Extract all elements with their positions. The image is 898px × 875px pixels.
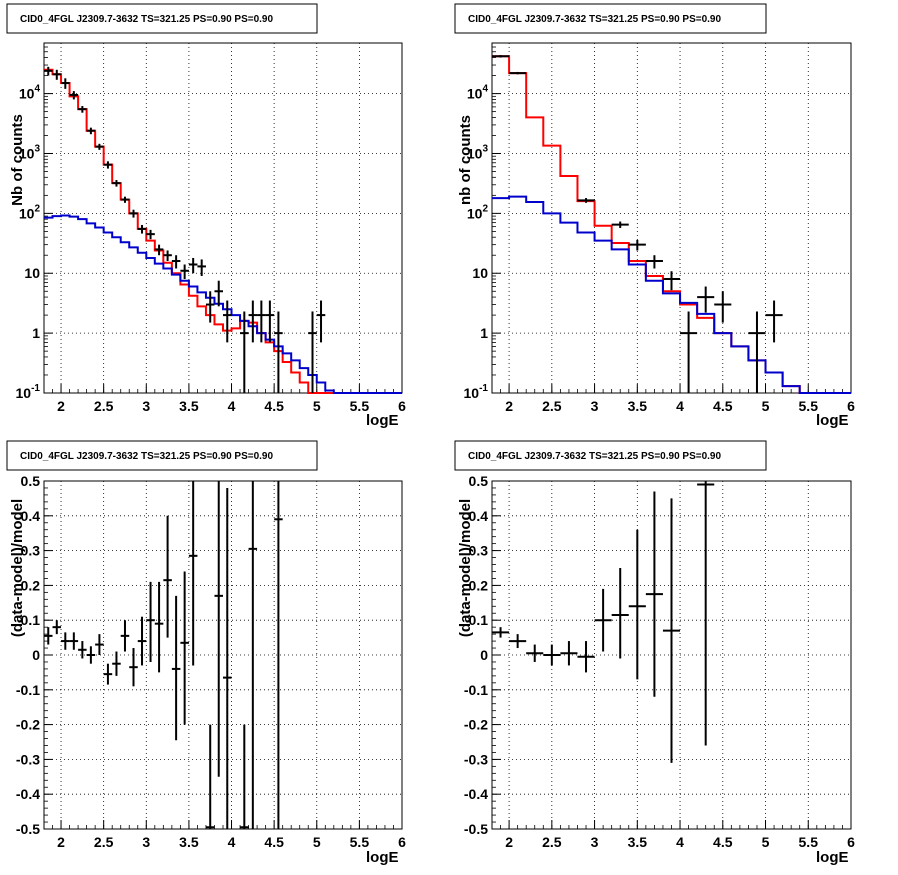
histogram-series-1 <box>492 195 851 394</box>
y-tick-label: -0.1 <box>16 682 40 698</box>
y-tick-label: -0.4 <box>16 786 40 802</box>
y-tick-label: 0.2 <box>469 577 489 593</box>
y-tick-label: 104 <box>467 84 489 102</box>
panel-title-top-right: CID0_4FGL J2309.7-3632 TS=321.25 PS=0.90… <box>468 14 721 25</box>
y-tick-label: 0.3 <box>469 543 489 559</box>
x-tick-label: 4 <box>676 398 684 414</box>
x-tick-label: 2.5 <box>94 398 114 414</box>
x-tick-label: 3.5 <box>179 398 199 414</box>
x-tick-label: 6 <box>847 398 855 414</box>
y-axis-label-top-left: Nb of counts <box>9 114 26 206</box>
x-tick-label: 5 <box>762 834 770 850</box>
histogram-series-1 <box>44 214 402 394</box>
y-tick-label: -0.4 <box>464 786 488 802</box>
y-tick-label: -0.2 <box>464 717 488 733</box>
y-tick-label: -0.5 <box>16 821 40 837</box>
y-tick-label: 0.2 <box>21 577 41 593</box>
y-axis-label-top-right: nb of counts <box>457 115 474 205</box>
x-tick-label: 2 <box>57 398 65 414</box>
y-axis-label-bottom-right: (data-model)/model <box>457 499 474 637</box>
y-axis-label-bottom-left: (data-model)/model <box>9 499 26 637</box>
x-tick-label: 5.5 <box>350 834 370 850</box>
y-tick-label: -0.2 <box>16 717 40 733</box>
x-tick-label: 3.5 <box>179 834 199 850</box>
x-tick-label: 4.5 <box>713 834 733 850</box>
x-axis-label-top-right: logE <box>816 412 849 429</box>
x-tick-label: 6 <box>847 834 855 850</box>
y-tick-label: 0.5 <box>469 473 489 489</box>
x-axis-label-bottom-right: logE <box>816 849 849 866</box>
x-tick-label: 3 <box>591 398 599 414</box>
y-tick-label: 1 <box>480 325 488 341</box>
x-tick-label: 4 <box>228 834 236 850</box>
x-tick-label: 4 <box>228 398 236 414</box>
panel-1: 2 2.5 3 3.5 4 4.5 5 5.5 6 10-1 1 10 102 103 104 <box>464 42 855 414</box>
x-tick-label: 5.5 <box>799 834 819 850</box>
panel-title-box-top-right: CID0_4FGL J2309.7-3632 TS=321.25 PS=0.90… <box>454 3 767 34</box>
panel-title-box-bottom-right: CID0_4FGL J2309.7-3632 TS=321.25 PS=0.90… <box>454 440 767 471</box>
y-tick-label: 10 <box>472 265 488 281</box>
x-tick-label: 4.5 <box>264 398 284 414</box>
y-tick-label: 10-1 <box>16 383 41 401</box>
panel-0: 2 2.5 3 3.5 4 4.5 5 5.5 6 10-1 1 10 102 103 104 <box>16 42 406 414</box>
plot-frame <box>43 42 403 394</box>
panel-3: 2 2.5 3 3.5 4 4.5 5 5.5 6 -0.5 -0.4 -0.3 -0.2 -0.1 0 0.… <box>464 473 855 850</box>
x-tick-label: 5.5 <box>350 398 370 414</box>
x-tick-label: 3 <box>142 834 150 850</box>
x-tick-label: 3 <box>142 398 150 414</box>
x-tick-label: 2 <box>505 834 513 850</box>
x-tick-label: 6 <box>398 834 406 850</box>
x-tick-label: 5 <box>313 398 321 414</box>
y-tick-label: 103 <box>19 143 41 161</box>
x-tick-label: 2.5 <box>94 834 114 850</box>
panel-title-bottom-right: CID0_4FGL J2309.7-3632 TS=321.25 PS=0.90… <box>468 451 721 462</box>
x-tick-label: 5 <box>762 398 770 414</box>
y-tick-label: 0 <box>480 647 488 663</box>
x-tick-label: 6 <box>398 398 406 414</box>
x-tick-label: 4 <box>676 834 684 850</box>
x-tick-label: 2.5 <box>542 398 562 414</box>
x-tick-label: 5.5 <box>799 398 819 414</box>
panel-2: 2 2.5 3 3.5 4 4.5 5 5.5 6 -0.5 -0.4 -0.3 -0.2 -0.1 0 0.… <box>16 473 406 850</box>
x-tick-label: 4.5 <box>713 398 733 414</box>
y-tick-label: -0.3 <box>16 751 40 767</box>
y-tick-label: 10-1 <box>464 383 489 401</box>
y-tick-label: -0.5 <box>464 821 488 837</box>
x-tick-label: 3.5 <box>628 834 648 850</box>
y-tick-label: 10 <box>24 265 40 281</box>
x-tick-label: 3 <box>591 834 599 850</box>
x-tick-label: 3.5 <box>628 398 648 414</box>
y-tick-label: 0.3 <box>21 543 41 559</box>
plot-frame <box>491 42 852 394</box>
x-tick-label: 5 <box>313 834 321 850</box>
panel-title-box-bottom-left: CID0_4FGL J2309.7-3632 TS=321.25 PS=0.90… <box>6 440 318 471</box>
y-tick-label: 0 <box>32 647 40 663</box>
y-tick-label: 0.1 <box>21 612 41 628</box>
y-tick-label: 102 <box>19 203 41 221</box>
y-tick-label: 0.5 <box>21 473 41 489</box>
x-axis-label-top-left: logE <box>366 412 399 429</box>
x-tick-label: 2 <box>57 834 65 850</box>
y-tick-label: 1 <box>32 325 40 341</box>
plot-frame <box>43 480 403 830</box>
y-tick-label: 104 <box>19 84 41 102</box>
y-tick-label: -0.1 <box>464 682 488 698</box>
x-tick-label: 2 <box>505 398 513 414</box>
y-tick-label: 103 <box>467 143 489 161</box>
x-tick-label: 2.5 <box>542 834 562 850</box>
panel-title-box-top-left: CID0_4FGL J2309.7-3632 TS=321.25 PS=0.90… <box>6 3 318 34</box>
panel-title-top-left: CID0_4FGL J2309.7-3632 TS=321.25 PS=0.90… <box>20 14 273 25</box>
x-tick-label: 4.5 <box>264 834 284 850</box>
panel-title-bottom-left: CID0_4FGL J2309.7-3632 TS=321.25 PS=0.90… <box>20 451 273 462</box>
x-axis-label-bottom-left: logE <box>366 849 399 866</box>
y-tick-label: 0.4 <box>21 508 41 524</box>
y-tick-label: -0.3 <box>464 751 488 767</box>
y-tick-label: 0.1 <box>469 612 489 628</box>
y-tick-label: 102 <box>467 203 489 221</box>
y-tick-label: 0.4 <box>469 508 489 524</box>
